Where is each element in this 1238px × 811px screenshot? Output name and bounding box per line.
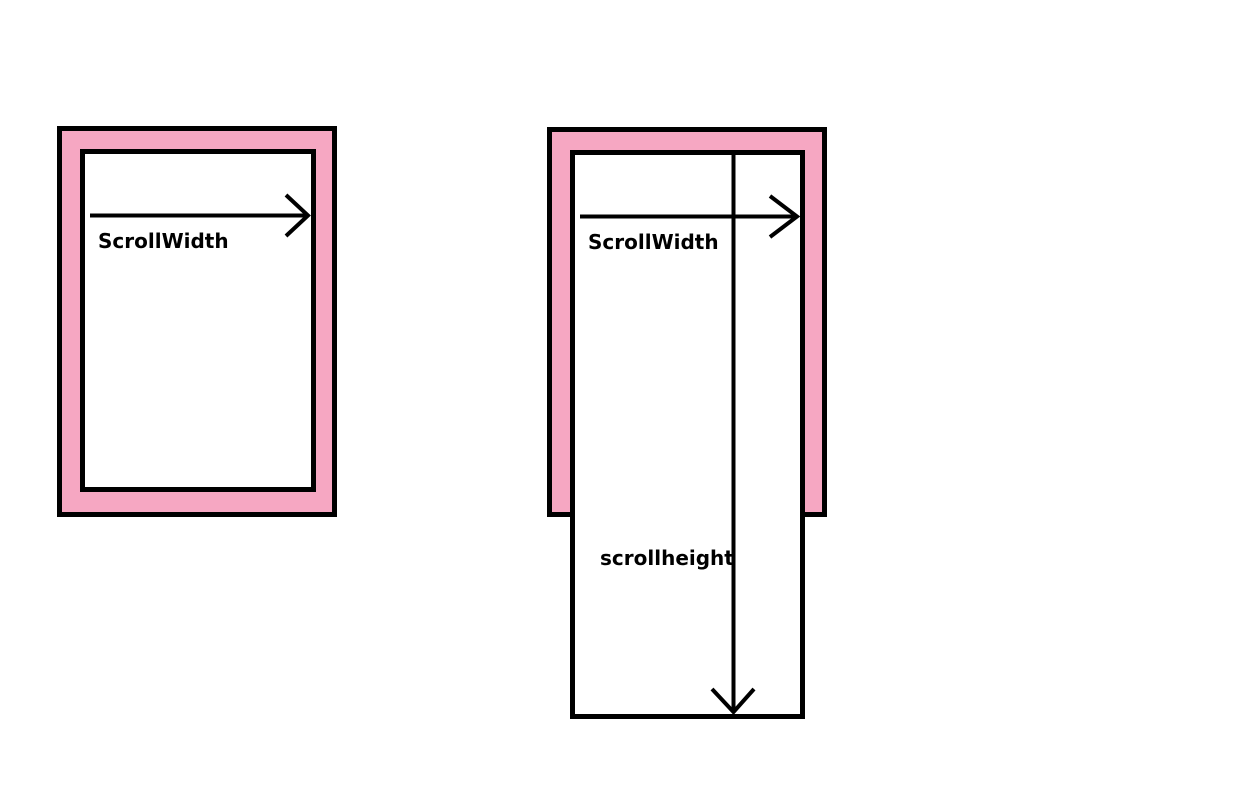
scrollwidth-arrow — [580, 194, 801, 239]
scrollwidth-arrow — [90, 193, 311, 238]
scrollheight-arrow — [710, 155, 756, 715]
scrollwidth-label: ScrollWidth — [588, 230, 719, 254]
overflow-content-box — [570, 150, 805, 719]
scrollheight-label: scrollheight — [600, 546, 734, 570]
scrollwidth-label: ScrollWidth — [98, 229, 229, 253]
diagram-1: ScrollWidth — [57, 126, 337, 517]
content-box — [80, 149, 316, 492]
diagram-2: ScrollWidth scrollheight — [547, 127, 827, 719]
